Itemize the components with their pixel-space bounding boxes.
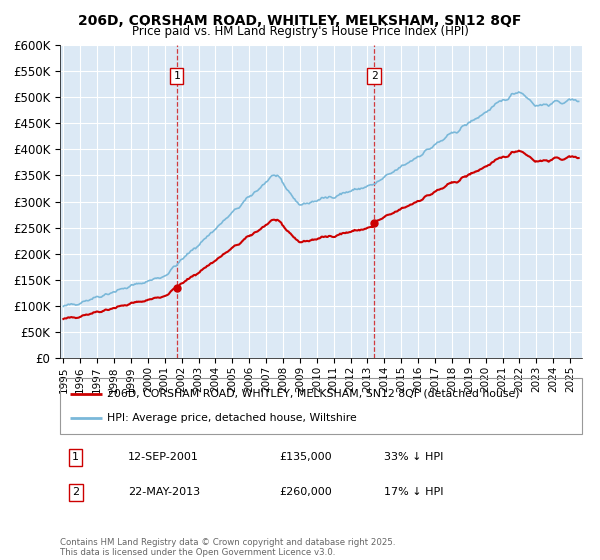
Text: 206D, CORSHAM ROAD, WHITLEY, MELKSHAM, SN12 8QF (detached house): 206D, CORSHAM ROAD, WHITLEY, MELKSHAM, S… (107, 389, 520, 399)
Text: 206D, CORSHAM ROAD, WHITLEY, MELKSHAM, SN12 8QF: 206D, CORSHAM ROAD, WHITLEY, MELKSHAM, S… (79, 14, 521, 28)
Text: £135,000: £135,000 (279, 452, 332, 463)
Text: 2: 2 (72, 487, 79, 497)
Text: Contains HM Land Registry data © Crown copyright and database right 2025.
This d: Contains HM Land Registry data © Crown c… (60, 538, 395, 557)
Text: £260,000: £260,000 (279, 487, 332, 497)
Text: 33% ↓ HPI: 33% ↓ HPI (383, 452, 443, 463)
Text: 12-SEP-2001: 12-SEP-2001 (128, 452, 199, 463)
Text: 22-MAY-2013: 22-MAY-2013 (128, 487, 200, 497)
Text: 1: 1 (173, 71, 180, 81)
Text: HPI: Average price, detached house, Wiltshire: HPI: Average price, detached house, Wilt… (107, 413, 357, 423)
Text: 2: 2 (371, 71, 377, 81)
Text: 1: 1 (72, 452, 79, 463)
Text: 17% ↓ HPI: 17% ↓ HPI (383, 487, 443, 497)
Text: Price paid vs. HM Land Registry's House Price Index (HPI): Price paid vs. HM Land Registry's House … (131, 25, 469, 38)
